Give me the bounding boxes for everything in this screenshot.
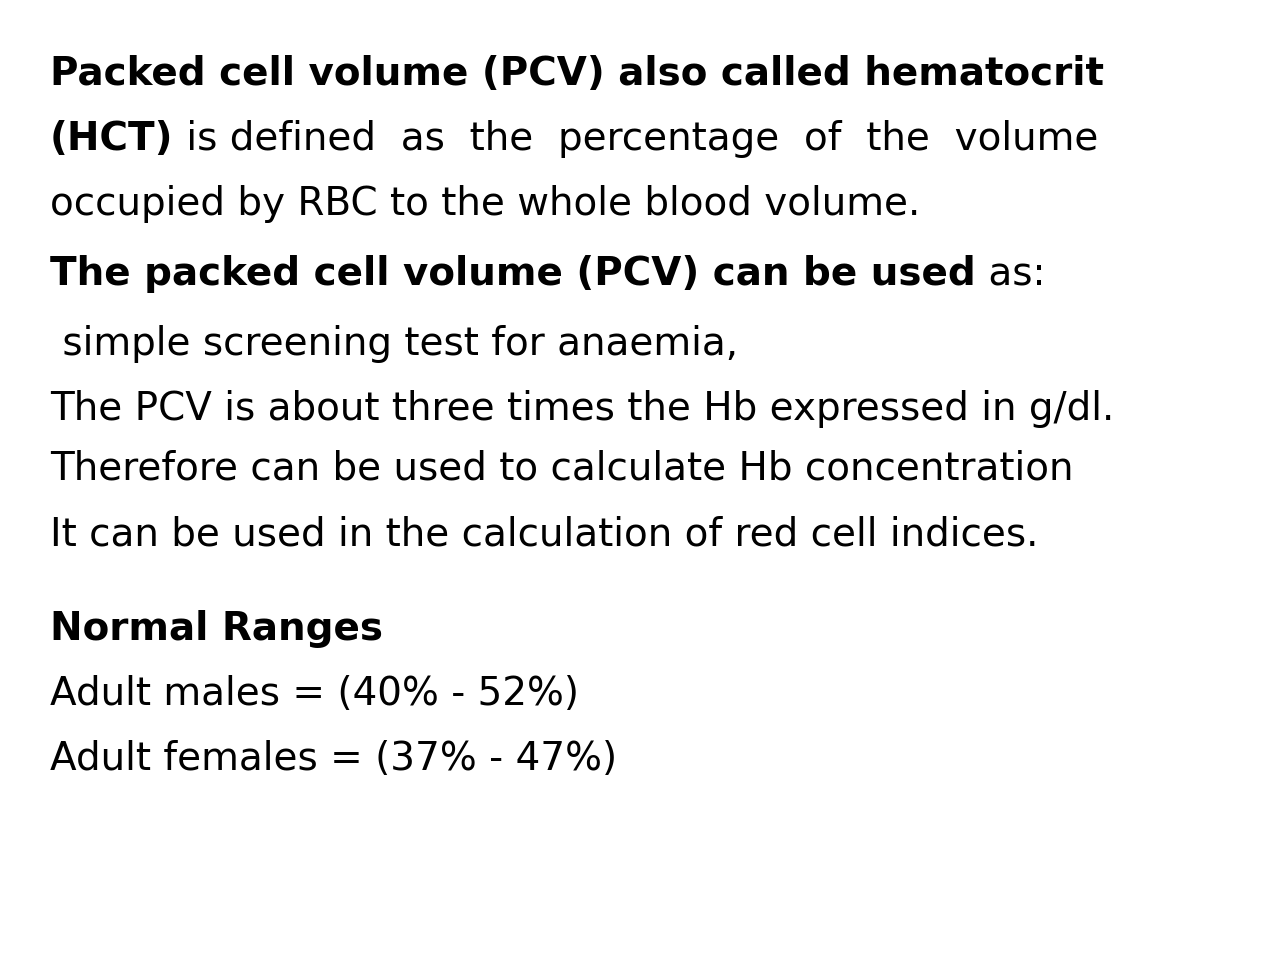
Text: The packed cell volume (PCV) can be used: The packed cell volume (PCV) can be used <box>50 255 975 293</box>
Text: Normal Ranges: Normal Ranges <box>50 610 383 648</box>
Text: Therefore can be used to calculate Hb concentration: Therefore can be used to calculate Hb co… <box>50 450 1074 488</box>
Text: as:: as: <box>975 255 1046 293</box>
Text: The PCV is about three times the Hb expressed in g/dl.: The PCV is about three times the Hb expr… <box>50 390 1115 428</box>
Text: Packed cell volume (PCV) also called hematocrit: Packed cell volume (PCV) also called hem… <box>50 55 1103 93</box>
Text: simple screening test for anaemia,: simple screening test for anaemia, <box>50 325 739 363</box>
Text: is defined  as  the  percentage  of  the  volume: is defined as the percentage of the volu… <box>174 120 1098 158</box>
Text: (HCT): (HCT) <box>50 120 174 158</box>
Text: Adult males = (40% - 52%): Adult males = (40% - 52%) <box>50 675 579 713</box>
Text: It can be used in the calculation of red cell indices.: It can be used in the calculation of red… <box>50 515 1038 553</box>
Text: Adult females = (37% - 47%): Adult females = (37% - 47%) <box>50 740 617 778</box>
Text: occupied by RBC to the whole blood volume.: occupied by RBC to the whole blood volum… <box>50 185 920 223</box>
